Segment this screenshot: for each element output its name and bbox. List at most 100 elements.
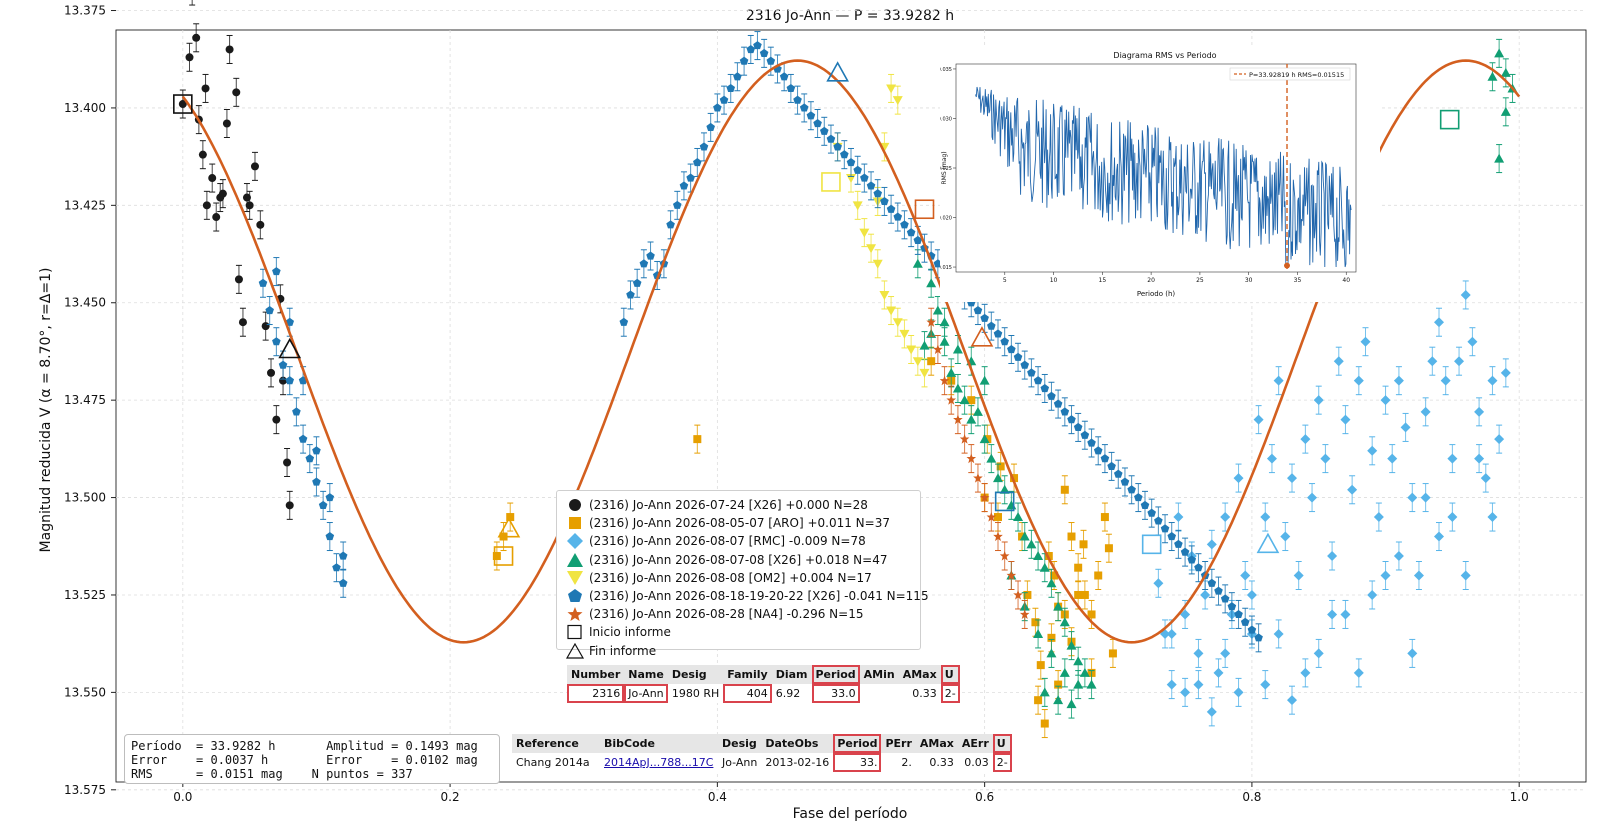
- data-point: [1327, 609, 1338, 620]
- inset-legend: P=33.92819 h RMS=0.01515: [1229, 67, 1351, 81]
- y-tick-label: 13.450: [64, 296, 106, 310]
- triangle-down-marker-icon: [567, 570, 583, 585]
- data-point: [806, 111, 816, 120]
- data-point: [996, 462, 1005, 471]
- start-end-markers: [173, 61, 1460, 566]
- data-point: [1300, 667, 1311, 678]
- x-tick-label: 0.0: [173, 790, 192, 804]
- data-point: [1154, 516, 1163, 525]
- y-tick-label: 13.375: [64, 4, 106, 18]
- data-point: [1266, 453, 1277, 464]
- data-point: [987, 321, 996, 330]
- data-point: [1193, 679, 1204, 690]
- data-point: [1040, 383, 1050, 393]
- data-point: [1220, 648, 1231, 659]
- data-point: [1046, 578, 1057, 588]
- data-point: [1233, 687, 1244, 698]
- data-point: [278, 360, 288, 369]
- legend-item: (2316) Jo-Ann 2026-07-24 [X26] +0.000 N=…: [563, 496, 914, 514]
- y-tick-label: 13.575: [64, 783, 106, 797]
- data-point: [939, 375, 950, 386]
- data-point: [1046, 648, 1057, 658]
- data-point: [1220, 512, 1231, 523]
- data-point: [1067, 415, 1076, 424]
- data-point: [1367, 589, 1378, 600]
- data-point: [1494, 434, 1505, 445]
- data-point: [1060, 485, 1069, 494]
- chart-legend: (2316) Jo-Ann 2026-07-24 [X26] +0.000 N=…: [556, 490, 929, 659]
- data-point: [245, 201, 254, 210]
- data-point: [1134, 493, 1143, 502]
- data-point: [1020, 360, 1030, 369]
- start-marker: [821, 172, 841, 192]
- inset-y-tick-label: 0.025: [940, 166, 952, 172]
- data-point: [979, 375, 990, 385]
- x-tick-label: 1.0: [1510, 790, 1529, 804]
- data-point: [1079, 540, 1088, 549]
- data-point: [1327, 551, 1338, 562]
- rms-periodogram-chart: Diagrama RMS vs Periodo 5 10 15 20 25 30 35 40 0…: [938, 51, 1357, 298]
- data-point: [1307, 492, 1318, 503]
- data-point: [973, 306, 983, 315]
- data-point: [258, 278, 268, 287]
- data-point: [312, 477, 321, 486]
- table-header: AErr: [957, 734, 993, 753]
- open-square-marker-icon: [567, 625, 582, 640]
- data-point: [1120, 477, 1130, 486]
- data-point: [1080, 590, 1089, 599]
- data-point: [338, 578, 348, 587]
- data-point: [325, 532, 335, 541]
- data-point: [1206, 706, 1217, 717]
- data-point: [1320, 453, 1331, 464]
- data-point: [953, 414, 963, 425]
- data-point: [819, 126, 829, 135]
- data-point: [739, 56, 749, 65]
- data-point: [853, 165, 862, 174]
- inset-legend-label: P=33.92819 h RMS=0.01515: [1249, 71, 1344, 79]
- bibcode-link[interactable]: 2014ApJ...788...17C: [604, 756, 714, 769]
- table-header: AMax: [915, 734, 958, 753]
- data-point: [1026, 539, 1037, 549]
- data-point: [1273, 375, 1284, 386]
- data-point: [939, 317, 950, 327]
- table-header: AMin: [859, 665, 899, 684]
- table-row: Chang 2014a 2014ApJ...788...17C Jo-Ann 2…: [512, 753, 1012, 772]
- data-point: [1234, 609, 1243, 619]
- inset-title: Diagrama RMS vs Periodo: [1113, 51, 1216, 60]
- data-point: [1313, 395, 1324, 406]
- data-point: [1010, 474, 1019, 483]
- end-marker: [497, 517, 521, 538]
- data-point: [1087, 438, 1096, 447]
- data-point: [1353, 667, 1364, 678]
- data-point: [646, 251, 655, 260]
- legend-label: Fin informe: [589, 643, 657, 658]
- data-point: [899, 329, 910, 339]
- x-axis-ticks: 0.0 0.2 0.4 0.6 0.8 1.0: [173, 782, 1529, 804]
- table-cell: 33.0: [811, 684, 860, 703]
- data-point: [1039, 562, 1050, 572]
- table-header: Diam: [771, 665, 812, 684]
- inset-x-tick-label: 20: [1147, 277, 1155, 284]
- data-point: [1087, 610, 1096, 619]
- data-point: [506, 513, 515, 522]
- data-point: [813, 119, 822, 128]
- legend-label: (2316) Jo-Ann 2026-08-28 [NA4] -0.296 N=…: [589, 607, 864, 622]
- data-point: [285, 376, 295, 385]
- data-point: [201, 84, 210, 93]
- inset-x-tick-label: 30: [1245, 277, 1253, 284]
- data-point: [1360, 336, 1371, 347]
- data-point: [212, 213, 221, 222]
- data-point: [879, 290, 890, 300]
- data-point: [1194, 563, 1203, 572]
- data-point: [185, 53, 194, 62]
- data-point: [1053, 601, 1064, 611]
- data-point: [1280, 531, 1291, 542]
- table-cell: 2.: [901, 756, 912, 769]
- data-point: [1367, 445, 1378, 456]
- inset-x-tick-label: 10: [1050, 277, 1058, 284]
- data-point: [242, 193, 251, 202]
- data-point: [1420, 406, 1431, 417]
- data-point: [1073, 656, 1084, 666]
- start-marker: [173, 94, 193, 114]
- data-point: [979, 434, 990, 444]
